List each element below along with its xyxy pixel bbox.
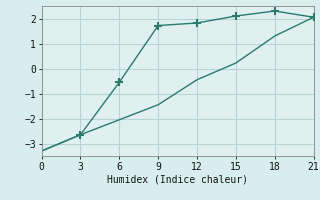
X-axis label: Humidex (Indice chaleur): Humidex (Indice chaleur) [107,174,248,184]
